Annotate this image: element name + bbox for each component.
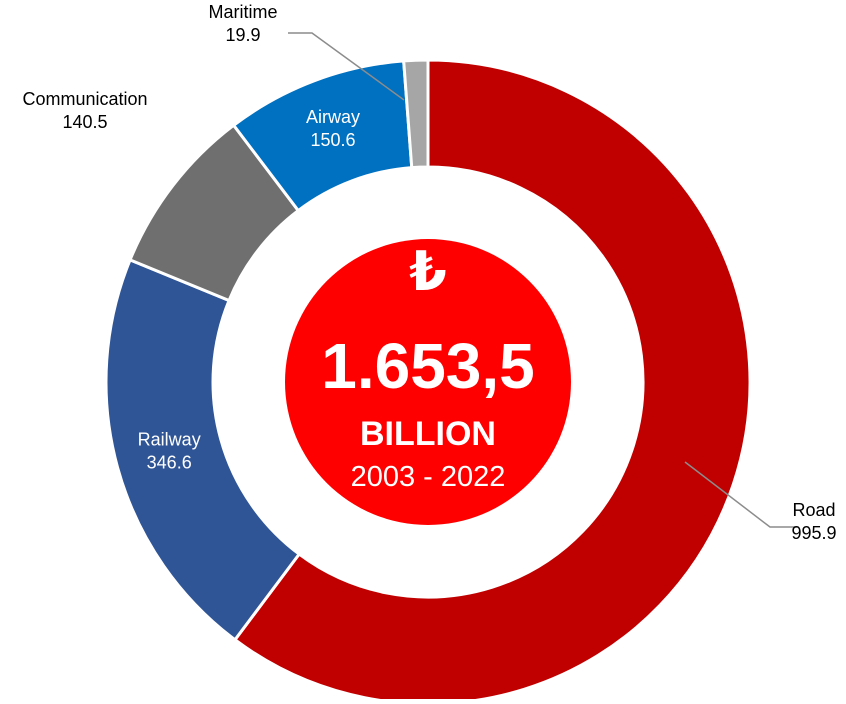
slice-category-label: Maritime — [208, 2, 277, 22]
center-period: 2003 - 2022 — [351, 461, 506, 493]
slice-value-label: 140.5 — [62, 112, 107, 132]
slice-railway — [104, 258, 301, 642]
center-circle — [285, 239, 571, 525]
slice-labels-layer: Road 995.9 Railway 346.6 Communication 140.5 A… — [22, 2, 836, 543]
slice-label-communication: Communication 140.5 — [22, 89, 147, 132]
slice-road — [233, 58, 752, 704]
slice-value-label: 346.6 — [147, 452, 192, 472]
slice-category-label: Airway — [306, 107, 360, 127]
slice-label-airway: Airway 150.6 — [306, 107, 360, 150]
center-total: 1.653,5 — [321, 330, 535, 402]
slice-category-label: Communication — [22, 89, 147, 109]
slice-category-label: Railway — [138, 429, 201, 449]
slices-layer — [104, 58, 752, 704]
slice-label-road: Road 995.9 — [791, 500, 836, 543]
slice-label-maritime: Maritime 19.9 — [208, 2, 277, 45]
center-unit: BILLION — [360, 415, 496, 453]
leader-line-road — [684, 461, 797, 528]
leader-lines-layer — [288, 32, 797, 528]
leader-line-maritime — [288, 32, 405, 101]
slice-value-label: 150.6 — [310, 130, 355, 150]
center-summary: ₺ 1.653,5 BILLION 2003 - 2022 — [285, 239, 571, 525]
slice-value-label: 19.9 — [225, 25, 260, 45]
slice-label-railway: Railway 346.6 — [138, 429, 201, 472]
currency-symbol: ₺ — [409, 242, 447, 302]
slice-maritime — [402, 58, 430, 170]
slice-category-label: Road — [792, 500, 835, 520]
slice-value-label: 995.9 — [791, 523, 836, 543]
